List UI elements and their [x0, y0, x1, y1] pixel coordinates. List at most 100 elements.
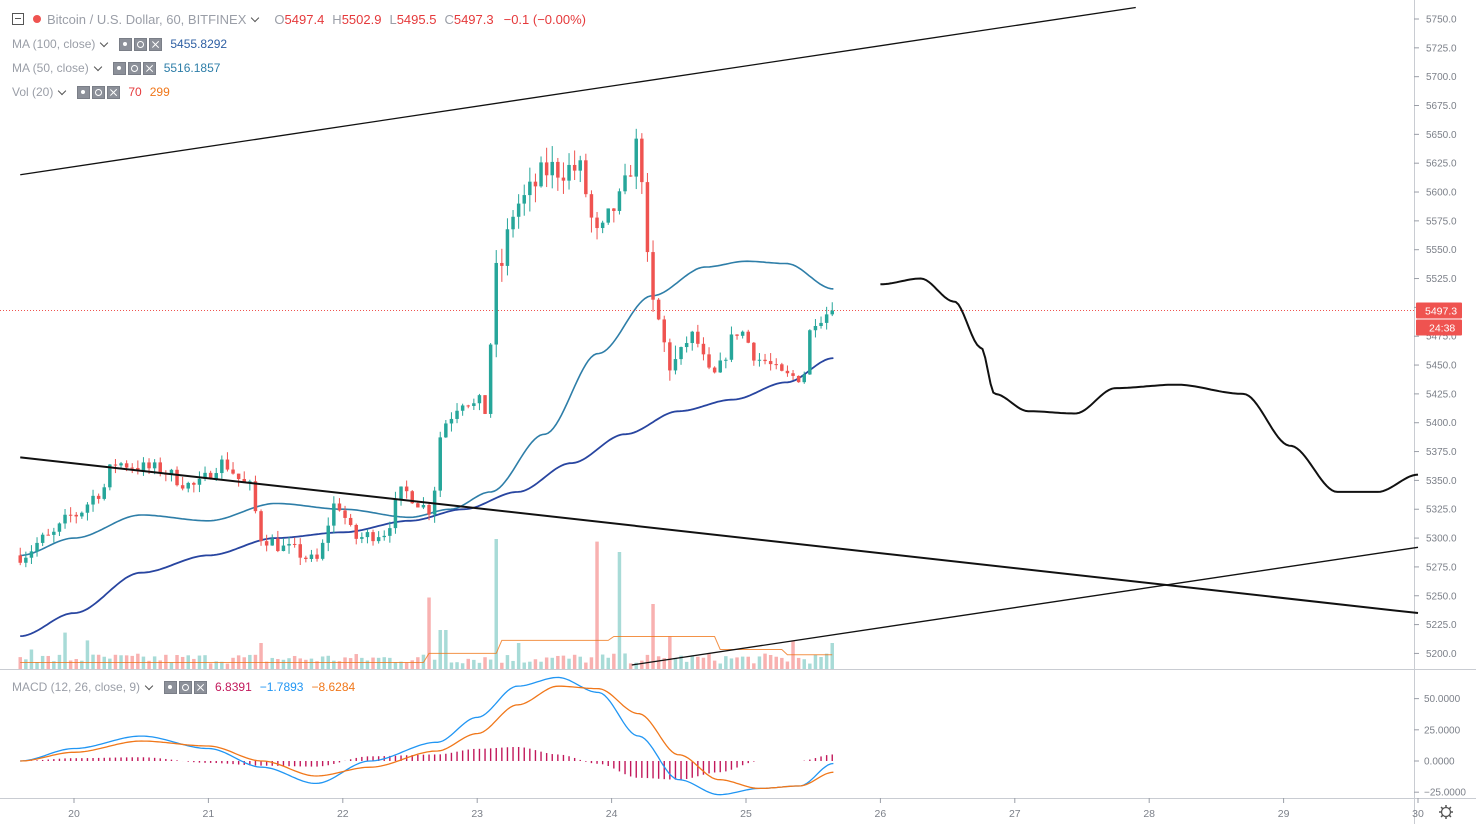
candle-body — [382, 535, 386, 538]
candle-body — [281, 545, 286, 552]
candle — [824, 306, 829, 330]
candle-body — [186, 482, 190, 489]
candle — [248, 479, 252, 491]
volume-bar — [684, 661, 689, 669]
volume-bar — [522, 662, 526, 669]
time-tick-label: 25 — [740, 808, 752, 820]
candle-body — [376, 537, 381, 542]
volume-bar — [136, 653, 140, 669]
gear-icon[interactable] — [92, 85, 106, 99]
price-tick-label: 5450.0 — [1426, 361, 1457, 372]
candle-body — [483, 395, 487, 414]
volume-bar — [550, 657, 554, 669]
volume-bar — [634, 662, 638, 669]
candle — [500, 248, 504, 282]
candle — [595, 211, 599, 240]
volume-bar — [516, 643, 521, 669]
volume-bar — [80, 660, 84, 669]
candle-body — [455, 410, 459, 419]
candle-body — [466, 405, 470, 407]
price-tick-label: 5600.0 — [1426, 188, 1457, 199]
candle — [63, 509, 67, 529]
gear-icon[interactable] — [179, 680, 193, 694]
signal-line — [20, 685, 834, 790]
volume-bar — [332, 660, 336, 669]
volume-bar — [371, 657, 375, 669]
drawings-layer[interactable] — [20, 6, 1419, 666]
close-icon[interactable] — [107, 85, 121, 99]
candle-body — [612, 208, 616, 211]
volume-bar — [208, 663, 213, 669]
candle — [24, 551, 28, 568]
candle-body — [500, 262, 504, 266]
candle — [242, 471, 246, 483]
price-tick-label: 5725.0 — [1426, 43, 1457, 54]
candle — [264, 534, 269, 552]
candle-body — [248, 481, 252, 483]
candle-body — [516, 203, 521, 217]
last-price-badge — [1416, 302, 1462, 319]
candle-body — [270, 538, 274, 546]
volume-bar — [500, 662, 504, 669]
candle — [488, 343, 493, 418]
candle-body — [74, 514, 78, 517]
volume-bar — [287, 658, 291, 669]
volume-bar — [740, 656, 745, 669]
volume-bar — [477, 662, 482, 669]
eye-icon[interactable] — [77, 85, 91, 99]
candle — [231, 462, 235, 475]
eye-icon[interactable] — [119, 37, 133, 51]
candle — [376, 531, 381, 544]
close-icon[interactable] — [194, 680, 208, 694]
time-tick-label: 29 — [1278, 808, 1290, 820]
candle-body — [388, 528, 392, 536]
eye-icon[interactable] — [164, 680, 178, 694]
macd-line — [20, 676, 834, 796]
volume-ma-layer — [20, 636, 833, 663]
candle-body — [824, 314, 829, 323]
time-tick-label: 20 — [68, 808, 80, 820]
volume-bar — [729, 658, 734, 669]
candle — [785, 365, 790, 377]
candle-body — [494, 262, 498, 345]
candle-body — [696, 331, 700, 344]
descending-trendline — [20, 456, 1419, 615]
candle — [802, 371, 806, 384]
price-tick-label: 5575.0 — [1426, 216, 1457, 227]
volume-bar — [63, 632, 67, 669]
candle — [108, 464, 112, 491]
gear-icon[interactable] — [127, 61, 141, 75]
candle-body — [449, 418, 454, 424]
candlesticks — [18, 128, 834, 568]
candle-body — [752, 342, 756, 361]
candle-body — [197, 478, 202, 485]
volume-bar — [617, 552, 622, 669]
gear-icon[interactable] — [134, 37, 148, 51]
candle — [561, 162, 566, 194]
collapse-icon[interactable] — [12, 13, 24, 25]
close-icon[interactable] — [149, 37, 163, 51]
volume-bar — [399, 661, 403, 669]
macd-pane — [20, 676, 834, 796]
candle-body — [673, 359, 678, 371]
candle-body — [371, 532, 375, 542]
settings-gear-icon[interactable] — [1439, 805, 1453, 819]
volume-bar — [813, 654, 818, 669]
candle-body — [29, 551, 34, 558]
volume-bar — [220, 661, 224, 669]
volume-bar — [24, 659, 28, 669]
candle-body — [91, 495, 95, 505]
candle-body — [477, 395, 482, 404]
candle-body — [645, 182, 650, 253]
volume-bar — [343, 657, 347, 669]
candle — [768, 353, 773, 371]
candle — [348, 513, 353, 527]
candle — [466, 404, 470, 409]
candle-body — [578, 160, 582, 171]
eye-icon[interactable] — [112, 61, 126, 75]
close-icon[interactable] — [142, 61, 156, 75]
candle-body — [410, 491, 414, 504]
candle-body — [679, 347, 683, 360]
